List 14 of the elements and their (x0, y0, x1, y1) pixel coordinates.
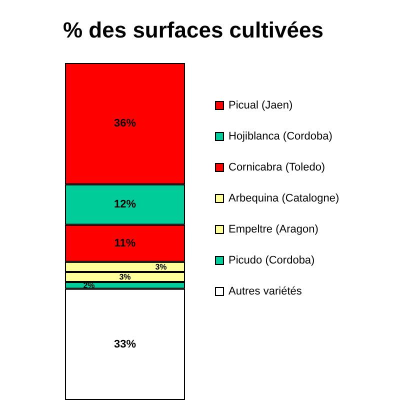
data-label: 11% (114, 237, 136, 250)
data-label: 3% (155, 262, 167, 272)
legend-label: Picudo (Cordoba) (228, 254, 315, 266)
chart-title: % des surfaces cultivées (63, 18, 324, 42)
legend-label: Cornicabra (Toledo) (228, 162, 326, 174)
data-label: 33% (114, 338, 136, 350)
legend-label: Hojiblanca (Cordoba) (228, 130, 332, 142)
legend-label: Arbequina (Catalogne) (228, 192, 340, 204)
data-label: 12% (114, 198, 136, 211)
legend-label: Picual (Jaen) (228, 100, 293, 112)
legend-label: Empeltre (Aragon) (228, 224, 318, 236)
data-label: 36% (114, 118, 136, 130)
data-label: 3% (119, 272, 131, 282)
legend-label: Autres variétés (228, 286, 302, 298)
